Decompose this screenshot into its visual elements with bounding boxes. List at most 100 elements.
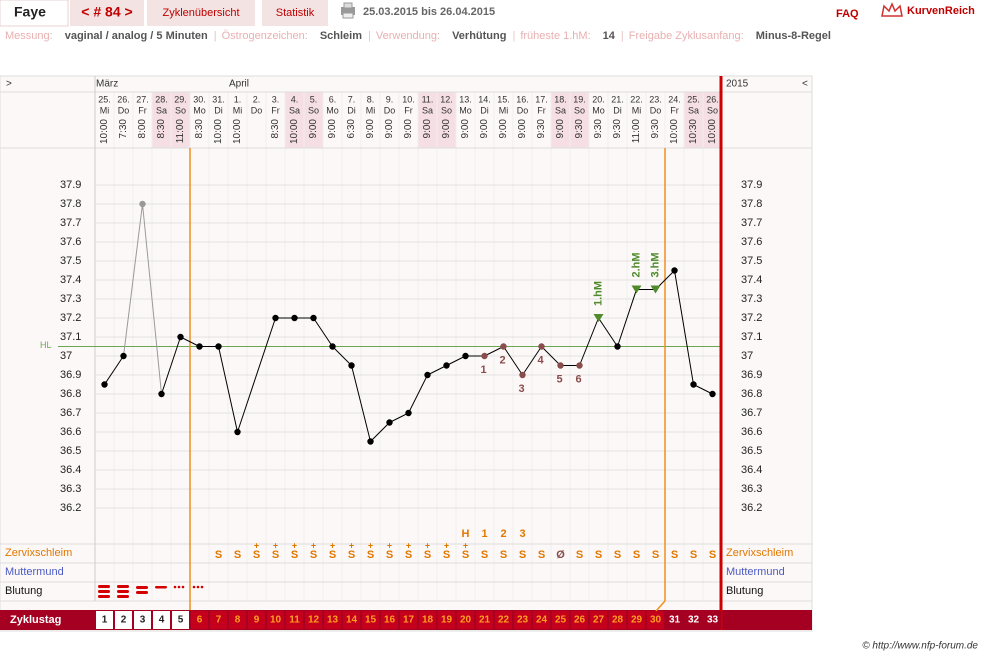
time-label: 8:30 bbox=[156, 119, 167, 139]
cycle-day: 17 bbox=[403, 615, 415, 626]
time-label: 9:00 bbox=[422, 119, 433, 139]
bleed-bar bbox=[117, 590, 129, 593]
cycle-day-cell bbox=[362, 611, 379, 629]
printer-body bbox=[341, 7, 355, 15]
cycle-day-cell bbox=[248, 611, 265, 629]
temp-segment bbox=[503, 346, 523, 376]
cycle-nav[interactable]: < # 84 > bbox=[81, 4, 132, 20]
cervix-plus: + bbox=[349, 540, 354, 550]
time-label: 11:00 bbox=[175, 119, 186, 144]
cycle-day-cell bbox=[286, 611, 303, 629]
nav-tab[interactable] bbox=[70, 0, 144, 26]
logo[interactable]: KurvenReich bbox=[881, 2, 975, 17]
faq-link[interactable]: FAQ bbox=[836, 8, 859, 20]
cycle-day-cell bbox=[400, 611, 417, 629]
cervix-sign: S bbox=[462, 549, 469, 561]
cervix-sign: S bbox=[386, 549, 393, 561]
y-tick-label: 36.9 bbox=[60, 369, 81, 381]
temp-point bbox=[177, 333, 184, 341]
time-label: 9:30 bbox=[536, 119, 547, 139]
weekday-label: Fr bbox=[271, 105, 280, 115]
cycle-day: 11 bbox=[289, 615, 300, 626]
tab-label[interactable]: Zyklenübersicht bbox=[162, 7, 239, 19]
temp-point bbox=[557, 362, 564, 369]
time-label: 9:00 bbox=[327, 119, 338, 139]
tab-label[interactable]: Statistik bbox=[276, 7, 315, 19]
temp-segment bbox=[446, 355, 466, 366]
peak-label: 1 bbox=[481, 528, 487, 540]
temp-segment bbox=[484, 346, 504, 357]
time-label: 9:00 bbox=[441, 119, 452, 139]
y-tick-label-right: 37.8 bbox=[741, 198, 762, 210]
settings-line: Messung: vaginal / analog / 5 Minuten | Öst… bbox=[5, 30, 831, 42]
temp-point bbox=[120, 352, 127, 360]
setting-label: Verwendung: bbox=[376, 30, 440, 42]
cycle-day: 8 bbox=[235, 615, 241, 626]
temp-point bbox=[329, 343, 336, 350]
temp-point bbox=[424, 371, 431, 379]
y-tick-label: 37.5 bbox=[60, 255, 81, 267]
print-icon[interactable] bbox=[341, 2, 355, 19]
row-label: Blutung bbox=[5, 585, 42, 597]
cycle-day: 4 bbox=[159, 615, 165, 626]
day-label: 24. bbox=[668, 94, 681, 104]
temp-point bbox=[196, 343, 203, 350]
tab[interactable] bbox=[262, 0, 328, 26]
temp-point bbox=[367, 438, 374, 445]
cervix-sign: S bbox=[234, 549, 241, 561]
day-label: 30. bbox=[193, 94, 206, 104]
cycle-day: 3 bbox=[140, 615, 146, 626]
y-tick-label: 36.4 bbox=[60, 464, 81, 476]
temp-point bbox=[500, 343, 507, 350]
weekend-shade bbox=[171, 92, 190, 148]
temp-point bbox=[139, 200, 146, 208]
cervix-sign: S bbox=[500, 549, 507, 561]
cycle-day: 10 bbox=[270, 615, 282, 626]
temp-point bbox=[101, 381, 108, 388]
cycle-day: 23 bbox=[517, 615, 529, 626]
day-label: 18. bbox=[554, 94, 567, 104]
nav-left: > bbox=[6, 79, 12, 90]
weekday-label: So bbox=[441, 105, 452, 115]
cycle-day: 31 bbox=[669, 615, 681, 626]
day-label: 22. bbox=[630, 94, 643, 104]
time-label: 11:00 bbox=[631, 119, 642, 144]
temp-point bbox=[386, 419, 393, 426]
weekday-label: Fr bbox=[404, 105, 413, 115]
cervix-plus: + bbox=[368, 540, 373, 550]
weekend-shade bbox=[152, 92, 171, 148]
cycle-day: 13 bbox=[327, 615, 339, 626]
day-label: 6. bbox=[329, 94, 337, 104]
cycle-day: 2 bbox=[121, 615, 127, 626]
temp-segment bbox=[541, 346, 561, 366]
tab[interactable] bbox=[147, 0, 255, 26]
weekend-shade bbox=[285, 92, 304, 148]
time-label: 9:00 bbox=[308, 119, 319, 139]
y-tick-label: 37.8 bbox=[60, 198, 81, 210]
weekday-label: So bbox=[707, 105, 718, 115]
cycle-day: 30 bbox=[650, 615, 662, 626]
coverline-label: HL bbox=[40, 340, 52, 350]
time-label: 9:30 bbox=[612, 119, 623, 139]
setting-value: Minus-8-Regel bbox=[756, 30, 831, 42]
y-tick-label-right: 37.9 bbox=[741, 179, 762, 191]
day-label: 27. bbox=[136, 94, 149, 104]
user-name: Faye bbox=[14, 4, 46, 20]
temp-segment bbox=[522, 346, 542, 376]
time-label: 9:00 bbox=[555, 119, 566, 139]
cycle-day-cell bbox=[134, 611, 151, 629]
weekday-label: Mi bbox=[632, 105, 642, 115]
cycle-day-cell bbox=[571, 611, 588, 629]
weekend-shade bbox=[570, 92, 589, 148]
time-label: 9:00 bbox=[517, 119, 528, 139]
low-label: 6 bbox=[575, 373, 581, 385]
printer-paper bbox=[343, 2, 353, 9]
day-label: 5. bbox=[310, 94, 318, 104]
day-label: 8. bbox=[367, 94, 375, 104]
cervix-sign: S bbox=[671, 549, 678, 561]
weekday-label: Mo bbox=[193, 105, 206, 115]
temp-point bbox=[215, 343, 222, 350]
separator: | bbox=[512, 30, 515, 42]
day-label: 2. bbox=[253, 94, 261, 104]
day-label: 21. bbox=[611, 94, 624, 104]
